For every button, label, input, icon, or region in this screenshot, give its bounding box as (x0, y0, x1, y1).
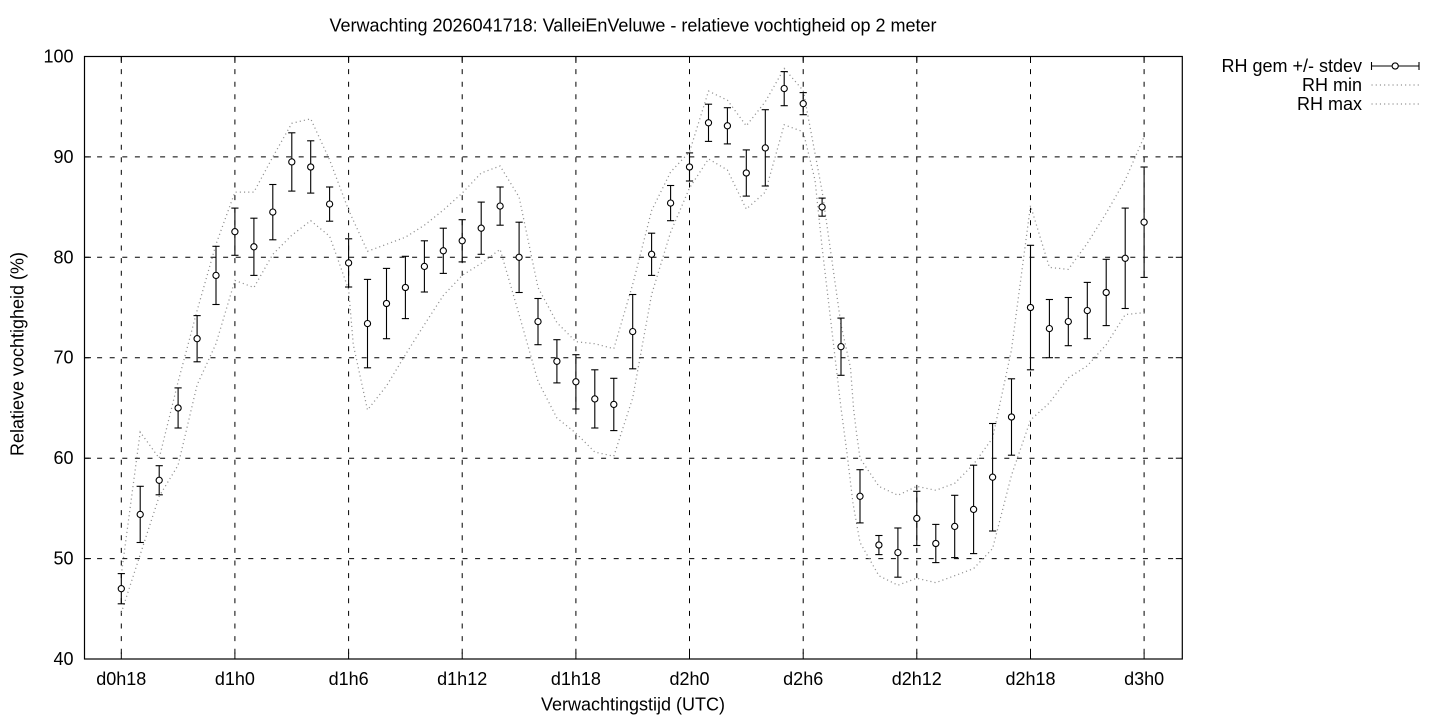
svg-text:90: 90 (53, 147, 73, 167)
svg-text:d1h18: d1h18 (551, 669, 601, 689)
svg-text:100: 100 (43, 47, 73, 67)
svg-text:Verwachtingstijd (UTC): Verwachtingstijd (UTC) (541, 695, 725, 715)
svg-text:RH min: RH min (1302, 75, 1362, 95)
svg-text:d1h0: d1h0 (215, 669, 255, 689)
svg-text:d2h12: d2h12 (892, 669, 942, 689)
svg-text:50: 50 (53, 549, 73, 569)
svg-text:d3h0: d3h0 (1124, 669, 1164, 689)
svg-text:60: 60 (53, 448, 73, 468)
svg-text:70: 70 (53, 348, 73, 368)
svg-text:RH gem +/- stdev: RH gem +/- stdev (1221, 56, 1362, 76)
svg-text:RH max: RH max (1297, 94, 1362, 114)
svg-text:Verwachting 2026041718: Vallei: Verwachting 2026041718: ValleiEnVeluwe -… (329, 16, 936, 36)
svg-text:Relatieve vochtigheid (%): Relatieve vochtigheid (%) (8, 252, 28, 456)
svg-text:d2h0: d2h0 (669, 669, 709, 689)
svg-text:d0h18: d0h18 (96, 669, 146, 689)
svg-text:d1h6: d1h6 (329, 669, 369, 689)
svg-text:80: 80 (53, 247, 73, 267)
svg-text:d1h12: d1h12 (437, 669, 487, 689)
svg-text:d2h18: d2h18 (1005, 669, 1055, 689)
svg-text:40: 40 (53, 649, 73, 669)
svg-text:d2h6: d2h6 (783, 669, 823, 689)
